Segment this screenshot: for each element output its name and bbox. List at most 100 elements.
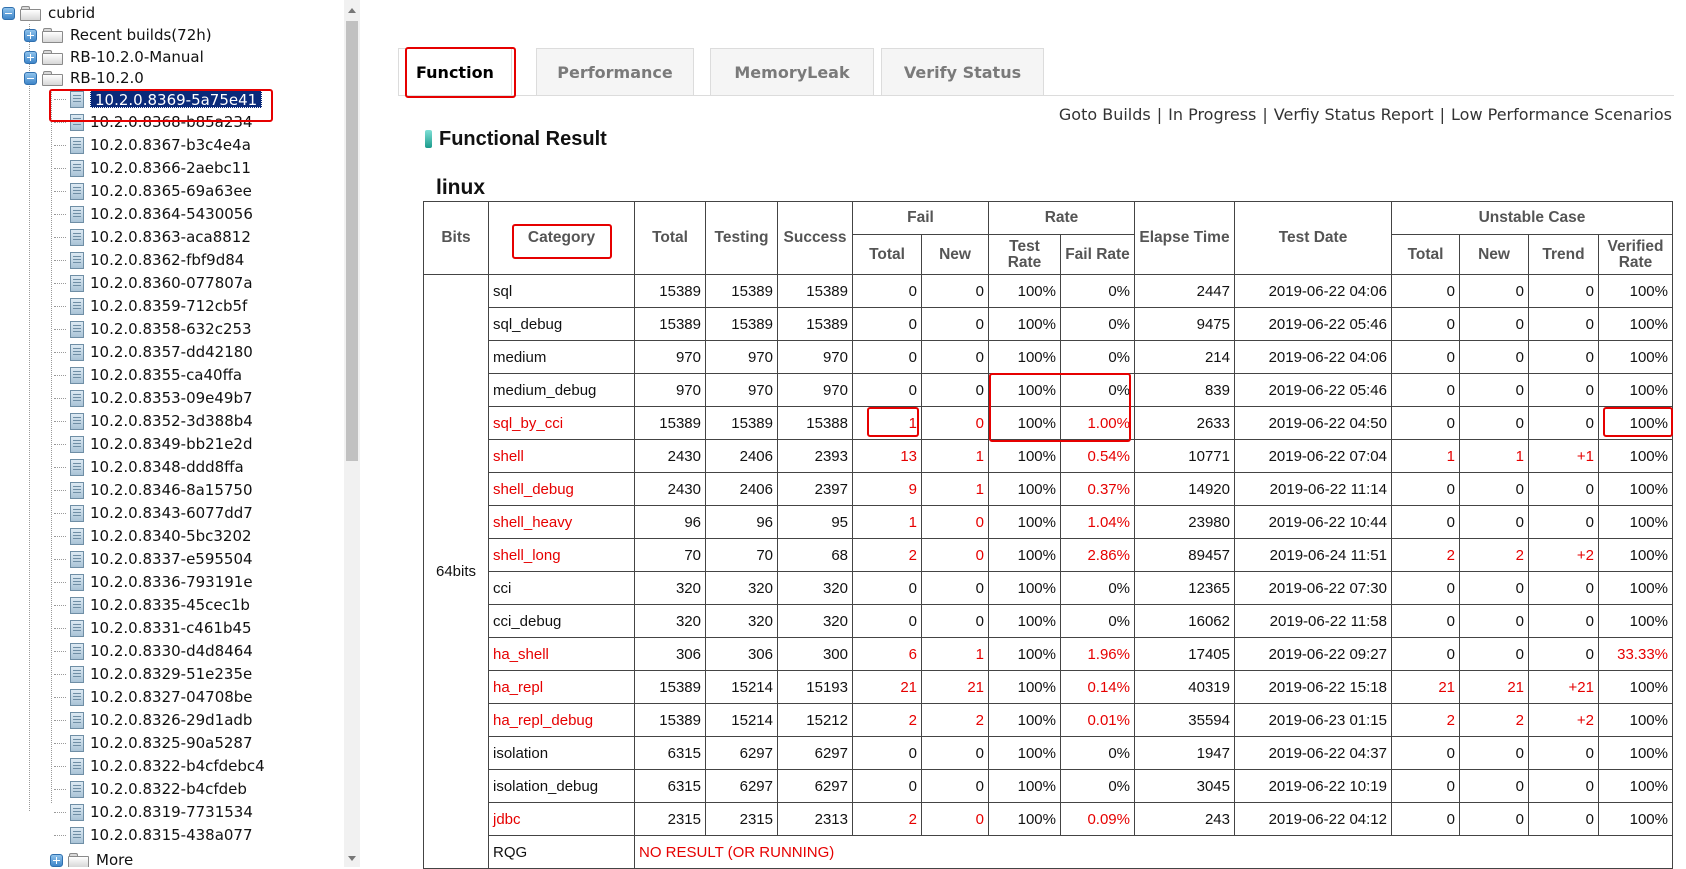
cell-fail-total[interactable]: 0 [852,373,922,407]
cell-fail-new[interactable]: 0 [921,505,989,539]
cell-fail-total[interactable]: 0 [852,604,922,638]
cell-unstable-total[interactable]: 0 [1391,637,1460,671]
tree-build-item[interactable]: 10.2.0.8355-ca40ffa [0,364,344,387]
cell-unstable-total[interactable]: 1 [1391,439,1460,473]
cell-category[interactable]: shell [488,439,635,473]
verify-status-report-link[interactable]: Verfiy Status Report [1273,105,1434,124]
cell-fail-total[interactable]: 2 [852,703,922,737]
cell-fail-new[interactable]: 1 [921,472,989,506]
cell-fail-total[interactable]: 0 [852,307,922,341]
cell-category[interactable]: shell_long [488,538,635,572]
cell-category[interactable]: medium [488,340,635,374]
tree-build-item[interactable]: 10.2.0.8315-438a077 [0,824,344,847]
cell-fail-new[interactable]: 0 [921,604,989,638]
cell-unstable-new[interactable]: 2 [1459,538,1529,572]
tree-build-item[interactable]: 10.2.0.8348-ddd8ffa [0,456,344,479]
cell-unstable-new[interactable]: 0 [1459,802,1529,836]
cell-unstable-total[interactable]: 0 [1391,736,1460,770]
in-progress-link[interactable]: In Progress [1168,105,1257,124]
tree-build-item[interactable]: 10.2.0.8352-3d388b4 [0,410,344,433]
tree-build-item[interactable]: 10.2.0.8360-077807a [0,272,344,295]
cell-unstable-total[interactable]: 21 [1391,670,1460,704]
cell-unstable-new[interactable]: 0 [1459,736,1529,770]
cell-fail-new[interactable]: 1 [921,637,989,671]
cell-category[interactable]: sql [488,274,635,308]
tab-performance[interactable]: Performance [536,48,694,95]
tree-build-item[interactable]: 10.2.0.8363-aca8812 [0,226,344,249]
cell-fail-new[interactable]: 0 [921,769,989,803]
tree-build-item[interactable]: 10.2.0.8349-bb21e2d [0,433,344,456]
cell-category[interactable]: shell_heavy [488,505,635,539]
cell-fail-total[interactable]: 9 [852,472,922,506]
tree-scrollbar[interactable] [344,0,360,867]
cell-category[interactable]: RQG [488,835,635,869]
cell-unstable-new[interactable]: 2 [1459,703,1529,737]
tree-group-rb-10-2-0[interactable]: RB-10.2.0 [0,67,344,90]
cell-unstable-new[interactable]: 0 [1459,274,1529,308]
cell-unstable-new[interactable]: 0 [1459,571,1529,605]
tree-build-item[interactable]: 10.2.0.8358-632c253 [0,318,344,341]
cell-unstable-new[interactable]: 0 [1459,769,1529,803]
cell-fail-total[interactable]: 0 [852,571,922,605]
cell-fail-total[interactable]: 13 [852,439,922,473]
cell-fail-new[interactable]: 21 [921,670,989,704]
cell-fail-total[interactable]: 21 [852,670,922,704]
cell-unstable-total[interactable]: 0 [1391,571,1460,605]
cell-category[interactable]: ha_repl_debug [488,703,635,737]
tree-build-item[interactable]: 10.2.0.8340-5bc3202 [0,525,344,548]
tree-more[interactable]: More [0,849,344,867]
tree-build-item[interactable]: 10.2.0.8364-5430056 [0,203,344,226]
goto-builds-link[interactable]: Goto Builds [1058,105,1151,124]
cell-category[interactable]: medium_debug [488,373,635,407]
tree-build-item[interactable]: 10.2.0.8368-b85a234 [0,111,344,134]
low-performance-scenarios-link[interactable]: Low Performance Scenarios [1451,105,1672,124]
cell-fail-new[interactable]: 0 [921,274,989,308]
cell-category[interactable]: cci_debug [488,604,635,638]
tree-build-item[interactable]: 10.2.0.8362-fbf9d84 [0,249,344,272]
cell-fail-new[interactable]: 0 [921,406,989,440]
tree-group-recent[interactable]: Recent builds(72h) [0,24,344,47]
cell-unstable-total[interactable]: 0 [1391,505,1460,539]
collapse-icon[interactable] [2,7,15,20]
tree-build-item[interactable]: 10.2.0.8329-51e235e [0,663,344,686]
tree-build-item[interactable]: 10.2.0.8325-90a5287 [0,732,344,755]
cell-category[interactable]: sql_debug [488,307,635,341]
tree-build-item[interactable]: 10.2.0.8319-7731534 [0,801,344,824]
tree-build-item[interactable]: 10.2.0.8359-712cb5f [0,295,344,318]
expand-icon[interactable] [24,51,37,64]
cell-unstable-total[interactable]: 2 [1391,538,1460,572]
cell-unstable-new[interactable]: 0 [1459,637,1529,671]
cell-unstable-new[interactable]: 0 [1459,307,1529,341]
cell-category[interactable]: shell_debug [488,472,635,506]
cell-fail-new[interactable]: 0 [921,340,989,374]
scroll-up-arrow-icon[interactable] [348,8,356,13]
cell-fail-new[interactable]: 0 [921,307,989,341]
cell-unstable-total[interactable]: 0 [1391,373,1460,407]
scroll-down-arrow-icon[interactable] [348,856,356,861]
tab-verify-status[interactable]: Verify Status [881,48,1044,95]
cell-unstable-new[interactable]: 21 [1459,670,1529,704]
cell-fail-new[interactable]: 2 [921,703,989,737]
cell-category[interactable]: ha_repl [488,670,635,704]
tab-function[interactable]: Function [398,48,512,95]
cell-category[interactable]: ha_shell [488,637,635,671]
tree-build-item[interactable]: 10.2.0.8366-2aebc11 [0,157,344,180]
cell-fail-total[interactable]: 2 [852,538,922,572]
cell-fail-total[interactable]: 0 [852,340,922,374]
tree-build-item[interactable]: 10.2.0.8365-69a63ee [0,180,344,203]
tree-root-cubrid[interactable]: cubrid [0,2,344,25]
tree-build-item[interactable]: 10.2.0.8331-c461b45 [0,617,344,640]
tab-memoryleak[interactable]: MemoryLeak [710,48,874,95]
scroll-thumb[interactable] [346,21,358,461]
cell-unstable-total[interactable]: 0 [1391,769,1460,803]
tree-build-item[interactable]: 10.2.0.8337-e595504 [0,548,344,571]
cell-fail-new[interactable]: 0 [921,538,989,572]
cell-category[interactable]: isolation [488,736,635,770]
cell-fail-total[interactable]: 1 [852,505,922,539]
tree-build-item[interactable]: 10.2.0.8330-d4d8464 [0,640,344,663]
cell-unstable-total[interactable]: 0 [1391,307,1460,341]
cell-unstable-new[interactable]: 0 [1459,340,1529,374]
cell-unstable-total[interactable]: 0 [1391,406,1460,440]
cell-unstable-new[interactable]: 0 [1459,406,1529,440]
cell-fail-new[interactable]: 0 [921,736,989,770]
